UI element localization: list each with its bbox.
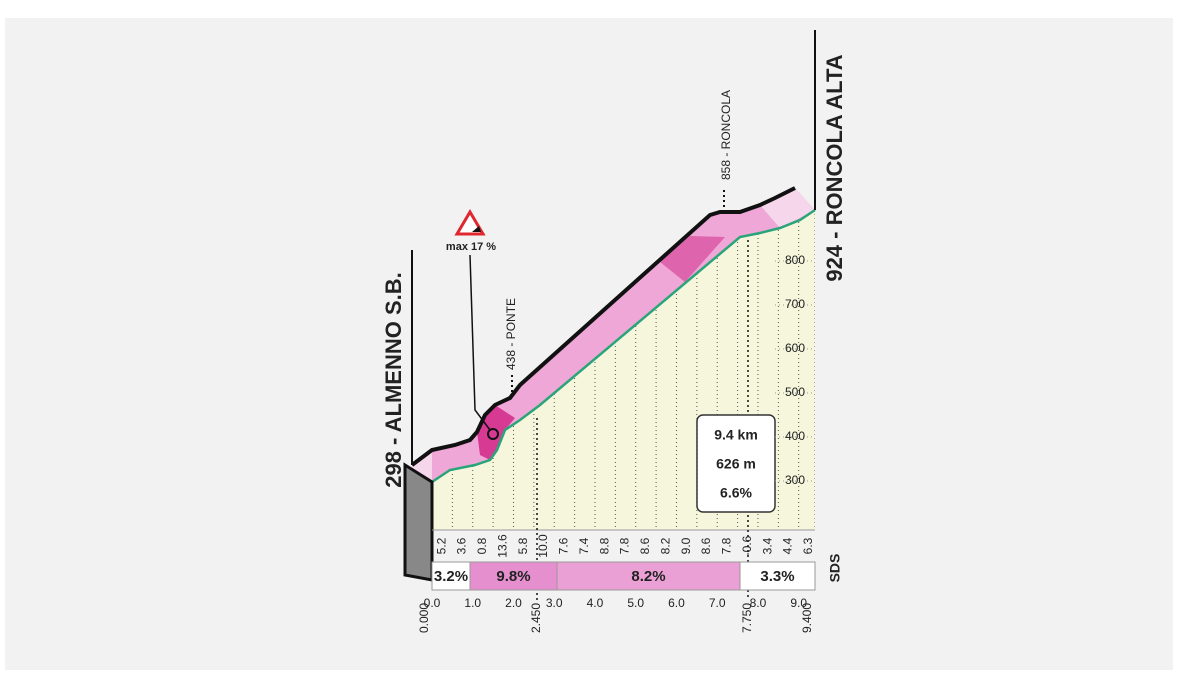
km-tick-label: 7.0 [709,596,726,610]
km-gradient: 8.6 [699,537,713,554]
profile-band [412,188,815,482]
section-label: 8.2% [631,568,665,585]
km-tick-label: 3.0 [546,596,563,610]
km-gradient: 6.3 [801,537,815,554]
finish-label: 924 - RONCOLA ALTA [822,54,847,281]
profile-top [410,186,796,467]
altitude-tick-label: 400 [785,429,805,443]
section [431,561,471,591]
km-gradient: 3.6 [455,537,469,554]
km-tick-label: 5.0 [627,596,644,610]
section-label: 3.3% [760,568,794,585]
altitude-tick-label: 600 [785,341,805,355]
km-gradient: 9.0 [679,537,693,554]
km-tick-label: 2.0 [505,596,522,610]
km-gradient: 7.8 [618,537,632,554]
altitude-tick-label: 500 [785,385,805,399]
section [556,561,741,591]
km-gradient: 7.8 [720,537,734,554]
distance-label: 2.450 [529,603,543,633]
km-tick-label: 1.0 [464,596,481,610]
source: SDS [827,554,843,583]
km-gradient: 3.4 [760,537,774,554]
pointer [469,254,494,435]
distance-label: 9.400 [800,603,814,633]
start-label: 298 - ALMENNO S.B. [381,272,406,488]
base-block [403,462,434,582]
km-gradient: 7.6 [557,537,571,554]
profile-line [431,208,816,484]
km-gradient: 13.6 [495,534,509,558]
flat-section [760,188,815,228]
km-gradient: 7.4 [577,537,591,554]
km-gradient: 0.8 [475,537,489,554]
section-label: 9.8% [496,568,530,585]
waypoint-label: 438 - PONTE [504,298,518,370]
altitude-tick-label: 800 [785,253,805,267]
max-point [487,428,499,440]
km-gradient: 10.0 [536,534,550,558]
km-gradient: 8.6 [638,537,652,554]
flat-section [412,450,432,482]
altitude-tick-label: 300 [785,473,805,487]
km-tick-label: 4.0 [587,596,604,610]
waypoint-label: 858 - RONCOLA [719,90,733,180]
summary-gain: 626 m [716,456,756,472]
km-gradient: -0.6 [740,535,754,556]
warning-glyph [472,226,481,232]
km-gradient: 4.4 [781,537,795,554]
km-tick-label: 8.0 [750,596,767,610]
km-tick-label: 0.0 [424,596,441,610]
altitude-tick-label: 700 [785,297,805,311]
max-gradient: max 17 % [446,241,496,253]
km-gradient: 5.8 [516,537,530,554]
km-tick-label: 9.0 [790,596,807,610]
km-gradient: 5.2 [434,537,448,554]
distance-label: 0.000 [417,603,431,633]
summary-distance: 9.4 km [714,427,758,443]
km-tick-label: 6.0 [668,596,685,610]
distance-label: 7.750 [740,603,754,633]
km-gradient: 8.8 [597,537,611,554]
summary-average: 6.6% [720,485,752,501]
section [739,561,816,591]
km-gradient: 8.2 [658,537,672,554]
steep-section [660,236,725,282]
summary-box [696,414,776,513]
section-label: 3.2% [434,568,468,585]
